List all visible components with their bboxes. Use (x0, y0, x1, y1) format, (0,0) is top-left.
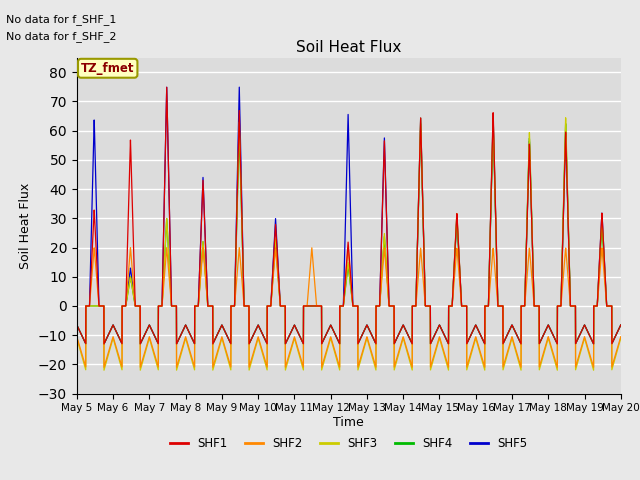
SHF3 (73, 335, 81, 341)
SHF1 (171, 303, 179, 309)
SHF2 (199, 245, 207, 251)
SHF3 (441, 353, 449, 359)
SHF4 (100, 341, 108, 347)
SHF5 (617, 322, 625, 328)
SHF5 (471, 324, 479, 330)
Line: SHF3: SHF3 (77, 118, 621, 370)
SHF2 (471, 337, 479, 343)
SHF1 (100, 341, 108, 347)
SHF1 (502, 336, 509, 341)
Y-axis label: Soil Heat Flux: Soil Heat Flux (19, 182, 32, 269)
SHF3 (616, 337, 624, 343)
Legend: SHF1, SHF2, SHF3, SHF4, SHF5: SHF1, SHF2, SHF3, SHF4, SHF5 (165, 432, 532, 455)
SHF5 (171, 303, 179, 309)
SHF4 (441, 333, 449, 338)
SHF3 (562, 115, 570, 120)
SHF4 (329, 326, 337, 332)
SHF5 (616, 323, 624, 329)
SHF4 (471, 324, 479, 330)
SHF5 (73, 322, 81, 328)
SHF2 (502, 355, 509, 361)
SHF5 (329, 326, 337, 332)
SHF4 (171, 303, 179, 309)
Line: SHF4: SHF4 (77, 123, 621, 344)
SHF5 (502, 336, 509, 341)
SHF1 (73, 322, 81, 328)
SHF1 (617, 322, 625, 328)
X-axis label: Time: Time (333, 416, 364, 429)
SHF5 (100, 341, 108, 347)
SHF3 (100, 367, 108, 373)
SHF1 (329, 326, 337, 332)
SHF3 (171, 303, 179, 309)
SHF3 (471, 339, 479, 345)
SHF2 (100, 364, 108, 370)
SHF1 (471, 324, 479, 330)
SHF1 (163, 84, 171, 90)
Title: Soil Heat Flux: Soil Heat Flux (296, 40, 401, 55)
SHF2 (616, 336, 624, 341)
SHF1 (616, 323, 624, 329)
Text: No data for f_SHF_2: No data for f_SHF_2 (6, 31, 117, 42)
SHF2 (441, 351, 449, 357)
Line: SHF5: SHF5 (77, 87, 621, 344)
Text: No data for f_SHF_1: No data for f_SHF_1 (6, 14, 116, 25)
SHF3 (329, 342, 337, 348)
SHF3 (502, 358, 509, 364)
SHF2 (73, 334, 81, 339)
SHF4 (562, 120, 570, 126)
SHF4 (73, 322, 81, 328)
SHF2 (329, 340, 337, 346)
SHF2 (171, 303, 179, 309)
SHF1 (441, 333, 449, 339)
SHF2 (617, 334, 625, 339)
SHF4 (616, 323, 624, 329)
Text: TZ_fmet: TZ_fmet (81, 62, 134, 75)
Line: SHF1: SHF1 (77, 87, 621, 344)
SHF5 (236, 84, 243, 90)
Line: SHF2: SHF2 (77, 248, 621, 367)
SHF4 (617, 322, 625, 328)
SHF5 (441, 333, 449, 339)
SHF4 (502, 336, 509, 341)
SHF3 (617, 335, 625, 341)
